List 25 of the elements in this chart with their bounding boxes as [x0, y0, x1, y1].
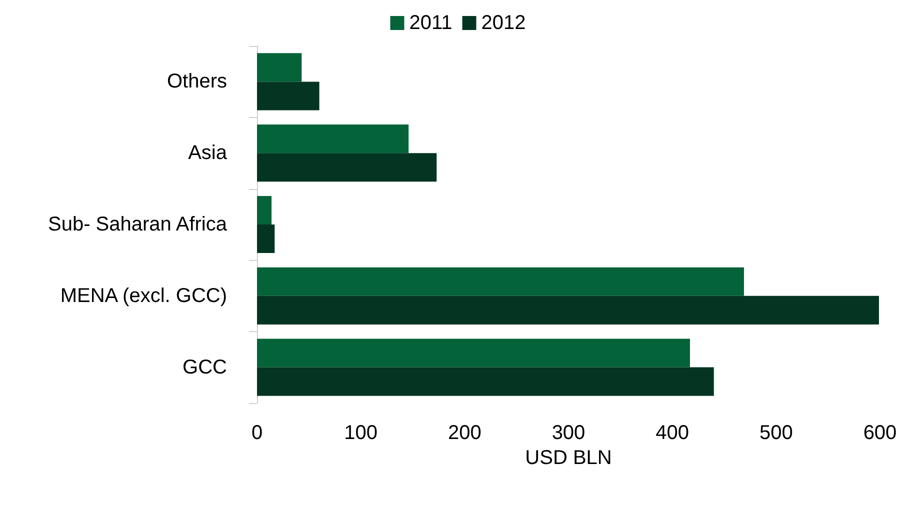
x-tick-label: 300 — [552, 422, 586, 444]
x-tick-label: 200 — [448, 422, 482, 444]
bar — [257, 338, 690, 368]
bar — [257, 296, 879, 324]
y-tick-label: GCC — [182, 356, 227, 378]
bar — [257, 196, 272, 224]
bar — [257, 53, 302, 82]
x-axis-title: USD BLN — [525, 447, 612, 469]
legend-label: 2012 — [481, 12, 526, 34]
bar — [257, 224, 275, 254]
y-tick-label: Others — [166, 70, 227, 93]
x-tick-label: 400 — [656, 422, 690, 444]
bar — [257, 367, 714, 396]
legend-label: 2011 — [409, 12, 452, 34]
x-tick-label: 600 — [863, 422, 897, 444]
y-tick-label: MENA (excl. GCC) — [60, 284, 227, 307]
x-tick-label: 0 — [251, 422, 263, 444]
bar — [257, 124, 409, 154]
bar — [257, 267, 744, 296]
y-tick-label: Sub- Saharan Africa — [48, 214, 228, 236]
x-tick-label: 100 — [344, 422, 378, 444]
bar — [257, 82, 320, 110]
bar — [257, 153, 437, 182]
x-tick-label: 500 — [759, 422, 793, 444]
y-tick-label: Asia — [188, 142, 228, 164]
